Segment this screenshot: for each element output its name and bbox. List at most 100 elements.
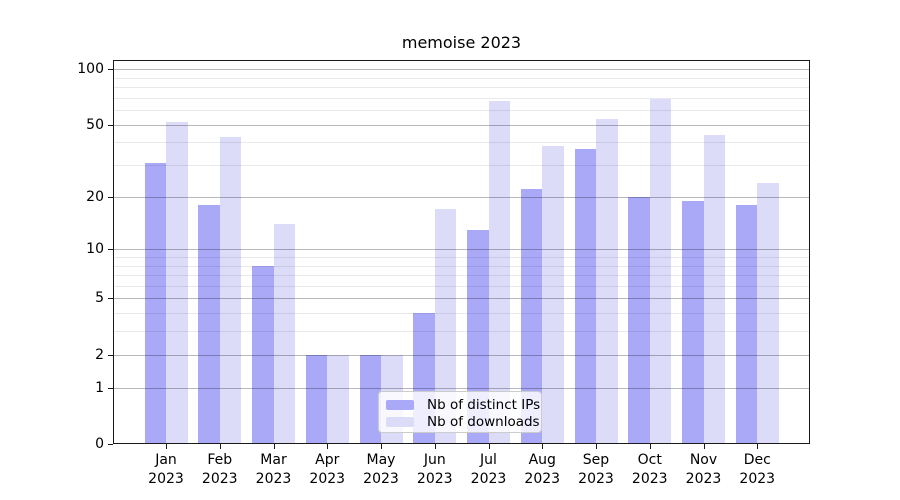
bar-downloads [488, 101, 510, 444]
legend-swatch-distinct-ips [386, 399, 414, 410]
gridline-minor [113, 87, 810, 89]
y-tick-label: 2 [95, 346, 104, 363]
gridline-major [113, 354, 810, 356]
gridline-minor [113, 285, 810, 287]
legend-row-downloads: Nb of downloads [386, 413, 541, 430]
x-tick-month: Jul [480, 452, 497, 468]
gridline-minor [113, 77, 810, 79]
legend-row-distinct-ips: Nb of distinct IPs [386, 397, 541, 413]
bar-downloads [703, 134, 725, 444]
x-tick-month: Apr [315, 452, 340, 468]
legend-swatch-downloads [386, 416, 414, 427]
y-tick-mark [108, 249, 113, 251]
x-tick-year: 2023 [739, 471, 776, 487]
bar-distinct-ips [144, 162, 166, 444]
x-tick-month: Jun [423, 452, 446, 468]
bar-downloads [219, 136, 242, 444]
x-tick-year: 2023 [148, 471, 184, 487]
x-tick-mark [434, 444, 436, 449]
y-tick-label: 5 [95, 290, 104, 307]
x-tick-month: Oct [637, 452, 662, 468]
bar-distinct-ips [574, 148, 596, 444]
chart-title: memoise 2023 [401, 33, 522, 52]
gridline-minor [113, 331, 810, 333]
bar-downloads [596, 118, 618, 444]
y-tick-mark [108, 69, 113, 71]
y-tick-label: 1 [95, 379, 104, 396]
x-tick-month: Sep [582, 452, 610, 468]
x-tick-year: 2023 [309, 471, 346, 487]
bar-downloads [273, 224, 295, 444]
y-tick-mark [108, 196, 113, 198]
x-tick-mark [219, 444, 221, 449]
x-tick-mark [327, 444, 329, 449]
bar-downloads [434, 209, 457, 444]
x-tick-label: Jan 2023 [134, 451, 198, 489]
gridline-minor [113, 313, 810, 315]
x-tick-mark [166, 444, 167, 449]
y-tick-label: 20 [86, 188, 104, 205]
x-tick-month: Nov [689, 452, 718, 468]
bar-distinct-ips [467, 229, 489, 444]
gridline-minor [113, 257, 810, 258]
x-tick-mark [596, 444, 597, 449]
bar-downloads [166, 121, 188, 444]
x-tick-label: Jul 2023 [457, 451, 521, 489]
x-tick-label: Aug 2023 [510, 451, 574, 489]
y-tick-mark [108, 387, 113, 389]
y-tick-mark [108, 298, 113, 300]
plot-area [113, 60, 810, 444]
gridline-minor [113, 265, 810, 267]
x-tick-mark [488, 444, 490, 449]
x-tick-label: Oct 2023 [618, 451, 682, 489]
gridline-major [113, 69, 810, 71]
legend: Nb of distinct IPs Nb of downloads [378, 391, 542, 433]
x-tick-mark [703, 444, 705, 449]
bar-downloads [649, 98, 672, 444]
y-tick-label: 50 [86, 116, 104, 133]
x-tick-mark [542, 444, 544, 449]
legend-label-downloads: Nb of downloads [427, 413, 540, 430]
y-tick-label: 10 [86, 241, 104, 258]
x-tick-mark [273, 444, 275, 449]
gridline-major [113, 249, 810, 251]
x-tick-label: Apr 2023 [295, 451, 359, 489]
x-tick-mark [757, 444, 759, 449]
x-tick-label: Nov 2023 [672, 451, 736, 489]
bar-downloads [327, 354, 349, 444]
x-tick-label: Feb 2023 [188, 451, 252, 489]
x-tick-year: 2023 [255, 471, 292, 487]
gridline-major [113, 387, 810, 389]
gridline-major [113, 124, 810, 126]
x-tick-label: Dec 2023 [725, 451, 789, 489]
x-tick-month: Dec [743, 452, 771, 468]
x-tick-label: Mar 2023 [242, 451, 306, 489]
bar-distinct-ips [359, 354, 381, 444]
y-tick-label: 100 [77, 61, 104, 78]
x-tick-month: May [366, 452, 396, 468]
y-tick-mark [108, 124, 113, 126]
x-tick-month: Jan [155, 452, 177, 468]
x-tick-mark [381, 444, 382, 449]
x-tick-year: 2023 [416, 471, 453, 487]
gridline-minor [113, 110, 810, 112]
y-tick-mark [108, 444, 113, 445]
bar-distinct-ips [628, 196, 650, 444]
x-tick-month: Aug [528, 452, 556, 468]
x-tick-year: 2023 [685, 471, 722, 487]
bar-distinct-ips [305, 354, 328, 444]
gridline-minor [113, 275, 810, 277]
x-tick-year: 2023 [631, 471, 668, 487]
gridline-major [113, 298, 810, 300]
gridline-minor [113, 142, 810, 144]
bar-distinct-ips [682, 200, 704, 444]
x-tick-label: Sep 2023 [564, 451, 628, 489]
x-tick-year: 2023 [363, 471, 399, 487]
gridline-minor [113, 97, 810, 99]
bar-distinct-ips [198, 204, 220, 444]
x-tick-year: 2023 [524, 471, 561, 487]
gridline-minor [113, 165, 810, 167]
x-tick-label: May 2023 [349, 451, 413, 489]
bar-distinct-ips [735, 204, 758, 444]
